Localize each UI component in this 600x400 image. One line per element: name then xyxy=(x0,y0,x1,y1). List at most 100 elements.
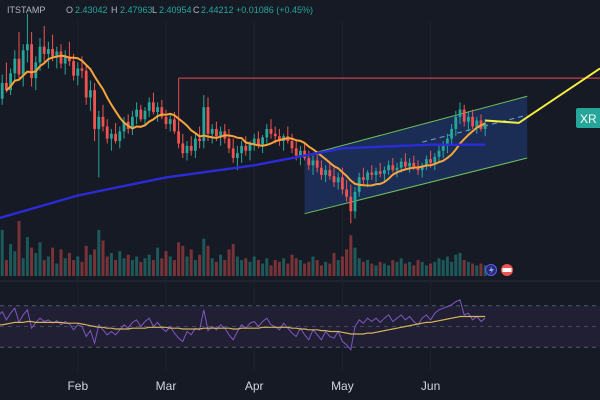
candle-body xyxy=(429,159,432,163)
candle-body xyxy=(475,120,479,127)
candle-body xyxy=(450,128,453,139)
volume-bar xyxy=(4,260,8,276)
volume-bar xyxy=(382,263,386,276)
candle-body xyxy=(17,58,21,75)
candle-body xyxy=(328,170,332,177)
candle-body xyxy=(47,49,50,54)
volume-bar xyxy=(378,261,382,276)
candle-body xyxy=(320,167,323,175)
candle-body xyxy=(399,161,403,168)
volume-bar xyxy=(357,258,361,276)
volume-bar xyxy=(437,258,441,276)
volume-bar xyxy=(172,260,176,276)
volume-bar xyxy=(25,236,29,276)
volume-bar xyxy=(307,261,311,276)
volume-bar xyxy=(252,256,256,276)
volume-bar xyxy=(135,256,139,276)
volume-bar xyxy=(399,258,403,276)
volume-bar xyxy=(424,265,428,276)
flag-icon-stripe xyxy=(502,268,512,272)
candle-body xyxy=(257,138,260,145)
candle-body xyxy=(278,136,281,142)
open-value: 2.43042 xyxy=(75,5,108,15)
volume-bar xyxy=(454,254,458,276)
candle-body xyxy=(202,107,206,142)
candle-body xyxy=(378,171,382,174)
candle-body xyxy=(336,177,340,183)
volume-bar xyxy=(273,260,277,276)
candle-body xyxy=(215,128,218,137)
rsi-ma-line xyxy=(0,315,486,335)
volume-bar xyxy=(63,258,67,276)
volume-bar xyxy=(479,263,483,276)
candle-body xyxy=(76,68,80,76)
volume-bar xyxy=(13,251,17,276)
candle-body xyxy=(194,138,197,151)
volume-bar xyxy=(412,265,416,276)
channel-upper-line[interactable] xyxy=(304,95,528,157)
candle-body xyxy=(420,165,424,171)
volume-bar xyxy=(294,258,298,276)
ma-200-line xyxy=(0,143,486,220)
projection-line[interactable] xyxy=(485,67,600,124)
event-icons[interactable] xyxy=(485,264,514,276)
volume-bar xyxy=(332,252,336,276)
candle-body xyxy=(294,148,298,156)
volume-bar xyxy=(0,229,4,276)
volume-bar xyxy=(277,261,281,276)
volume-bar xyxy=(17,221,21,276)
volume-bar xyxy=(214,261,218,276)
candle-body xyxy=(42,46,46,54)
low-value: 2.40954 xyxy=(159,5,192,15)
volume-bar xyxy=(181,245,185,276)
channel-lower-line[interactable] xyxy=(304,157,528,215)
volume-bar xyxy=(340,256,344,276)
volume-bar xyxy=(416,260,420,276)
candle-body xyxy=(122,121,126,132)
candle-body xyxy=(462,109,466,122)
candle-body xyxy=(324,170,327,175)
candle-body xyxy=(5,82,8,91)
volume-bar xyxy=(315,260,319,276)
lightning-icon-glyph xyxy=(489,266,494,275)
candle-body xyxy=(408,162,411,167)
volume-bar xyxy=(151,260,155,276)
volume-bar xyxy=(366,260,370,276)
candle-body xyxy=(467,116,470,122)
volume-bar xyxy=(475,265,479,276)
volume-bar xyxy=(336,260,340,276)
candle-body xyxy=(147,102,151,111)
candle-body xyxy=(164,116,168,125)
candle-body xyxy=(446,138,449,146)
volume-bar xyxy=(248,261,252,276)
volume-bar xyxy=(391,260,395,276)
volume-bar xyxy=(143,258,147,276)
candle-body xyxy=(315,160,319,168)
candle-body xyxy=(38,46,42,63)
volume-bar xyxy=(177,242,181,276)
candle-body xyxy=(80,68,84,71)
volume-bar xyxy=(147,254,151,276)
x-tick-may: May xyxy=(331,379,354,393)
volume-bar xyxy=(286,263,290,276)
candle-body xyxy=(391,165,395,171)
candle-body xyxy=(240,145,243,154)
candle-body xyxy=(353,191,357,212)
x-tick-mar: Mar xyxy=(156,379,177,393)
volume-bar xyxy=(160,258,164,276)
low-prefix: L xyxy=(152,5,157,15)
close-prefix: C xyxy=(193,5,200,15)
volume-bar xyxy=(349,235,353,276)
volume-bar xyxy=(139,261,143,276)
open-prefix: O xyxy=(66,5,73,15)
candle-body xyxy=(265,128,269,138)
volume-bar xyxy=(21,258,25,276)
volume-bar xyxy=(156,247,160,276)
high-value: 2.47963 xyxy=(120,5,153,15)
volume-bar xyxy=(84,245,88,276)
volume-bar xyxy=(9,244,13,276)
volume-bar xyxy=(370,263,374,276)
volume-bar xyxy=(433,261,437,276)
